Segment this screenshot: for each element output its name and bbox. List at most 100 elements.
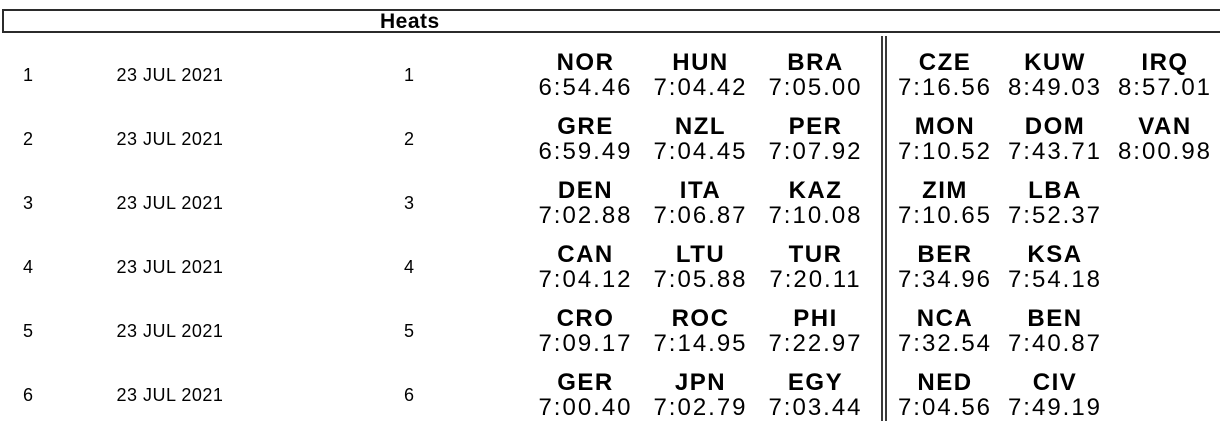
noc-code: VAN <box>1138 113 1192 140</box>
result-time: 7:05.00 <box>768 74 863 101</box>
heat-results: GRE 6:59.49 NZL 7:04.45 PER 7:07.92 MON … <box>528 114 1220 164</box>
results-group-left: CRO 7:09.17 ROC 7:14.95 PHI 7:22.97 <box>528 306 873 356</box>
date-cell: 23 JUL 2021 <box>116 384 224 405</box>
noc-code: BEN <box>1027 305 1083 332</box>
result-time: 7:22.97 <box>768 330 863 357</box>
result-time: 7:04.42 <box>653 74 748 101</box>
noc-code: BER <box>917 241 973 268</box>
noc-code: EGY <box>787 369 844 396</box>
noc-code: NED <box>917 369 973 396</box>
result-entry: NZL 7:04.45 <box>643 114 758 164</box>
result-time: 7:00.40 <box>538 394 633 421</box>
result-entry: MON 7:10.52 <box>890 114 1000 164</box>
heat-results: CAN 7:04.12 LTU 7:05.88 TUR 7:20.11 BER … <box>528 242 1110 292</box>
noc-code: CIV <box>1032 369 1078 396</box>
result-entry: DOM 7:43.71 <box>1000 114 1110 164</box>
date-cell: 23 JUL 2021 <box>116 320 224 341</box>
result-time: 7:34.96 <box>897 266 993 293</box>
noc-code: ITA <box>679 177 722 204</box>
noc-code: IRQ <box>1141 49 1189 76</box>
result-entry: JPN 7:02.79 <box>643 370 758 420</box>
result-entry: PHI 7:22.97 <box>758 306 873 356</box>
noc-code: NOR <box>556 49 615 76</box>
heat-row: 2 23 JUL 2021 2 GRE 6:59.49 NZL 7:04.45 … <box>0 107 1220 171</box>
noc-code: KAZ <box>788 177 843 204</box>
noc-code: CZE <box>918 49 972 76</box>
heat-results: NOR 6:54.46 HUN 7:04.42 BRA 7:05.00 CZE … <box>528 50 1220 100</box>
result-entry: CRO 7:09.17 <box>528 306 643 356</box>
result-time: 7:40.87 <box>1007 330 1103 357</box>
rank-cell: 2 <box>22 128 33 149</box>
result-entry: GER 7:00.40 <box>528 370 643 420</box>
noc-code: CRO <box>556 305 615 332</box>
noc-code: KUW <box>1024 49 1086 76</box>
result-time: 7:16.56 <box>897 74 993 101</box>
result-entry: DEN 7:02.88 <box>528 178 643 228</box>
date-cell: 23 JUL 2021 <box>116 64 224 85</box>
result-entry: BER 7:34.96 <box>890 242 1000 292</box>
result-entry: ZIM 7:10.65 <box>890 178 1000 228</box>
result-time: 7:10.52 <box>897 138 993 165</box>
rank-cell: 1 <box>22 64 33 85</box>
result-time: 8:57.01 <box>1117 74 1213 101</box>
heat-row: 5 23 JUL 2021 5 CRO 7:09.17 ROC 7:14.95 … <box>0 299 1220 363</box>
result-time: 7:20.11 <box>769 266 862 293</box>
noc-code: KSA <box>1027 241 1083 268</box>
result-time: 7:10.65 <box>897 202 993 229</box>
results-group-left: GRE 6:59.49 NZL 7:04.45 PER 7:07.92 <box>528 114 873 164</box>
result-time: 7:54.18 <box>1007 266 1103 293</box>
heats-header-bar: Heats <box>2 9 1220 33</box>
result-time: 7:49.19 <box>1007 394 1103 421</box>
heat-row: 4 23 JUL 2021 4 CAN 7:04.12 LTU 7:05.88 … <box>0 235 1220 299</box>
result-entry: NOR 6:54.46 <box>528 50 643 100</box>
noc-code: MON <box>914 113 976 140</box>
results-group-right: NED 7:04.56 CIV 7:49.19 <box>890 370 1110 420</box>
heat-number-cell: 3 <box>403 192 414 213</box>
result-time: 7:07.92 <box>768 138 863 165</box>
result-entry: LTU 7:05.88 <box>643 242 758 292</box>
results-group-right: CZE 7:16.56 KUW 8:49.03 IRQ 8:57.01 <box>890 50 1220 100</box>
result-entry: CAN 7:04.12 <box>528 242 643 292</box>
result-time: 7:10.08 <box>768 202 863 229</box>
heat-number-cell: 4 <box>403 256 414 277</box>
result-entry: EGY 7:03.44 <box>758 370 873 420</box>
date-cell: 23 JUL 2021 <box>116 192 224 213</box>
noc-code: DOM <box>1024 113 1086 140</box>
result-entry: KUW 8:49.03 <box>1000 50 1110 100</box>
date-cell: 23 JUL 2021 <box>116 128 224 149</box>
results-group-right: MON 7:10.52 DOM 7:43.71 VAN 8:00.98 <box>890 114 1220 164</box>
result-time: 7:02.88 <box>538 202 633 229</box>
results-group-right: NCA 7:32.54 BEN 7:40.87 <box>890 306 1110 356</box>
rank-cell: 6 <box>22 384 33 405</box>
noc-code: TUR <box>788 241 843 268</box>
results-group-left: GER 7:00.40 JPN 7:02.79 EGY 7:03.44 <box>528 370 873 420</box>
result-entry: PER 7:07.92 <box>758 114 873 164</box>
result-time: 7:09.17 <box>538 330 633 357</box>
result-entry: GRE 6:59.49 <box>528 114 643 164</box>
heat-results: GER 7:00.40 JPN 7:02.79 EGY 7:03.44 NED … <box>528 370 1110 420</box>
result-time: 8:00.98 <box>1117 138 1213 165</box>
result-entry: ROC 7:14.95 <box>643 306 758 356</box>
results-group-left: DEN 7:02.88 ITA 7:06.87 KAZ 7:10.08 <box>528 178 873 228</box>
heat-number-cell: 5 <box>403 320 414 341</box>
heats-header-title: Heats <box>380 10 440 33</box>
results-group-right: ZIM 7:10.65 LBA 7:52.37 <box>890 178 1110 228</box>
results-group-left: CAN 7:04.12 LTU 7:05.88 TUR 7:20.11 <box>528 242 873 292</box>
result-entry: LBA 7:52.37 <box>1000 178 1110 228</box>
result-time: 7:02.79 <box>653 394 748 421</box>
noc-code: ZIM <box>922 177 968 204</box>
heat-number-cell: 1 <box>403 64 414 85</box>
rank-cell: 5 <box>22 320 33 341</box>
result-time: 7:14.95 <box>653 330 748 357</box>
heat-number-cell: 2 <box>403 128 414 149</box>
noc-code: LTU <box>675 241 726 268</box>
result-time: 8:49.03 <box>1007 74 1103 101</box>
results-group-left: NOR 6:54.46 HUN 7:04.42 BRA 7:05.00 <box>528 50 873 100</box>
heat-row: 6 23 JUL 2021 6 GER 7:00.40 JPN 7:02.79 … <box>0 363 1220 427</box>
result-entry: VAN 8:00.98 <box>1110 114 1220 164</box>
result-entry: HUN 7:04.42 <box>643 50 758 100</box>
result-entry: NCA 7:32.54 <box>890 306 1000 356</box>
noc-code: NCA <box>916 305 974 332</box>
noc-code: HUN <box>672 49 729 76</box>
